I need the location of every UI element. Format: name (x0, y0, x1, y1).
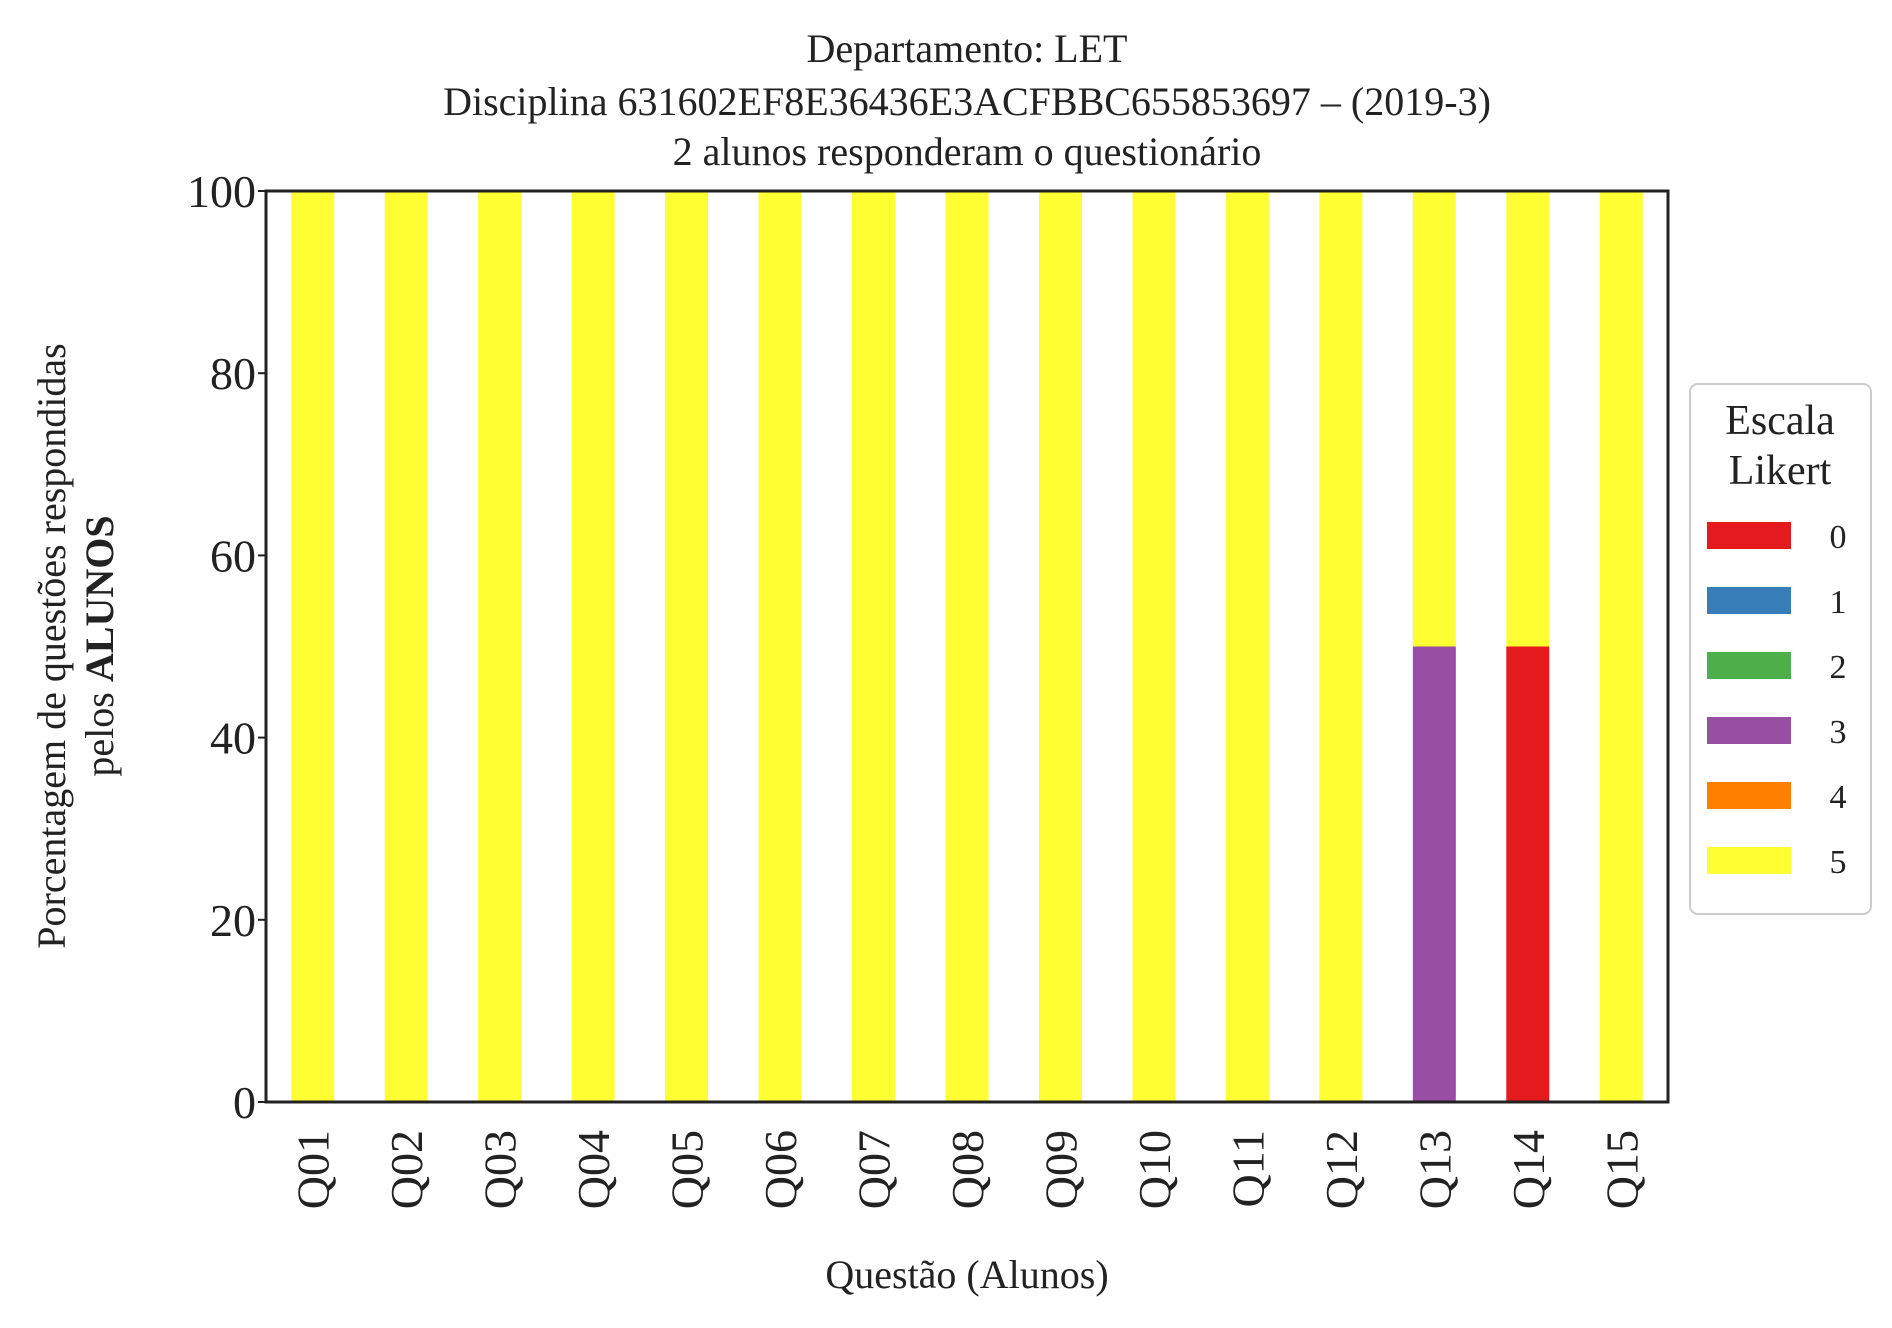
legend-title-line-2: Likert (1729, 448, 1832, 494)
y-axis-ticks: 0 20 40 60 80 100 (187, 166, 266, 1128)
legend-swatch-4 (1707, 782, 1791, 809)
x-tick-label-q04: Q04 (568, 1130, 619, 1209)
legend-label-1: 1 (1830, 584, 1847, 621)
bar-q14-scale-5 (1506, 191, 1550, 647)
legend-label-0: 0 (1830, 519, 1847, 556)
x-tick-label-q12: Q12 (1316, 1130, 1367, 1209)
legend-swatch-5 (1707, 847, 1791, 874)
bar-q02-scale-5 (384, 191, 428, 1102)
title-line-1: Departamento: LET (807, 26, 1128, 71)
legend-swatch-1 (1707, 587, 1791, 614)
bar-q14-scale-0 (1506, 646, 1550, 1102)
title-line-2: Disciplina 631602EF8E36436E3ACFBBC655853… (443, 79, 1491, 124)
y-axis-label-bold: ALUNOS (77, 515, 122, 682)
legend-label-2: 2 (1830, 649, 1847, 686)
x-tick-label-q08: Q08 (942, 1130, 993, 1209)
legend-swatch-0 (1707, 522, 1791, 549)
plot-frame (264, 189, 1670, 1104)
y-tick-label: 40 (210, 713, 256, 764)
bar-q09-scale-5 (1038, 191, 1082, 1102)
title-line-3: 2 alunos responderam o questionário (673, 129, 1262, 174)
x-tick-label-q11: Q11 (1222, 1130, 1273, 1208)
bar-q05-scale-5 (665, 191, 709, 1102)
bar-q13-scale-5 (1412, 191, 1456, 647)
x-tick-label-q10: Q10 (1129, 1130, 1180, 1209)
legend-label-3: 3 (1830, 714, 1847, 751)
bar-q13-scale-3 (1412, 646, 1456, 1102)
bar-q11-scale-5 (1225, 191, 1269, 1102)
bar-q04-scale-5 (571, 191, 615, 1102)
x-tick-label-q07: Q07 (849, 1130, 900, 1209)
legend-label-5: 5 (1830, 844, 1847, 881)
y-axis-label: Porcentagem de questões respondidas pelo… (29, 343, 122, 948)
y-axis-label-prefix: pelos (77, 682, 122, 776)
y-tick-label: 80 (210, 348, 256, 399)
bar-q10-scale-5 (1132, 191, 1176, 1102)
x-tick-label-q15: Q15 (1596, 1130, 1647, 1209)
x-axis-ticks: Q01 Q02 Q03 Q04 Q05 Q06 Q07 Q08 Q09 Q10 Q11 Q12 Q13 Q… (288, 1130, 1648, 1209)
legend-swatch-2 (1707, 652, 1791, 679)
bar-q06-scale-5 (758, 191, 802, 1102)
x-tick-label-q09: Q09 (1035, 1130, 1086, 1209)
y-tick-label: 100 (187, 166, 256, 217)
bar-q08-scale-5 (945, 191, 989, 1102)
y-tick-label: 60 (210, 530, 256, 581)
bar-q03-scale-5 (478, 191, 522, 1102)
x-axis-label: Questão (Alunos) (825, 1252, 1108, 1297)
y-tick-label: 20 (210, 895, 256, 946)
y-tick-label: 0 (233, 1077, 256, 1128)
legend-label-4: 4 (1830, 779, 1847, 816)
bar-q01-scale-5 (291, 191, 335, 1102)
y-axis-label-line-1: Porcentagem de questões respondidas (29, 343, 74, 948)
x-tick-label-q03: Q03 (475, 1130, 526, 1209)
bars-layer (291, 191, 1643, 1102)
x-tick-label-q02: Q02 (381, 1130, 432, 1209)
y-axis-label-line-2: pelos ALUNOS (77, 515, 122, 776)
legend-title-line-1: Escala (1725, 398, 1835, 444)
legend: Escala Likert 0 1 2 3 4 5 (1689, 383, 1872, 915)
bar-q07-scale-5 (852, 191, 896, 1102)
x-tick-label-q14: Q14 (1503, 1130, 1554, 1209)
bar-q12-scale-5 (1319, 191, 1363, 1102)
x-tick-label-q01: Q01 (288, 1130, 339, 1209)
legend-swatch-3 (1707, 717, 1791, 744)
x-tick-label-q06: Q06 (755, 1130, 806, 1209)
legend-frame (1689, 383, 1872, 915)
chart-title: Departamento: LET Disciplina 631602EF8E3… (443, 26, 1491, 174)
x-tick-label-q13: Q13 (1409, 1130, 1460, 1209)
legend-items: 0 1 2 3 4 5 (1707, 519, 1847, 881)
bar-q15-scale-5 (1599, 191, 1643, 1102)
x-tick-label-q05: Q05 (662, 1130, 713, 1209)
